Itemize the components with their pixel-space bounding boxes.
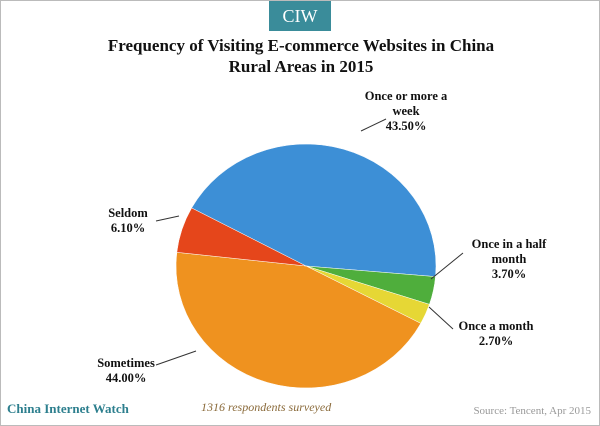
leader-line [360, 118, 387, 132]
value-label: 43.50% [385, 119, 427, 133]
value-label: 6.10% [110, 221, 146, 235]
value-label: 2.70% [478, 334, 514, 348]
data-label: Sometimes 44.00% [86, 356, 166, 386]
source: Source: Tencent, Apr 2015 [473, 405, 591, 417]
data-label: Seldom 6.10% [93, 206, 163, 236]
data-label: Once a month 2.70% [446, 319, 546, 349]
data-label: Once in a half month 3.70% [461, 237, 557, 282]
data-label: Once or more a week 43.50% [356, 89, 456, 134]
note: 1316 respondents surveyed [201, 400, 332, 414]
chart-title: Frequency of Visiting E-commerce Website… [107, 36, 495, 76]
category-label: Once in a half month [471, 237, 547, 266]
leader-line [428, 306, 454, 330]
leader-line [430, 252, 464, 280]
leader-line [155, 350, 197, 366]
value-label: 44.00% [105, 371, 147, 385]
leader-lines [155, 118, 464, 366]
category-label: Once or more a week [364, 89, 448, 118]
brand: China Internet Watch [7, 401, 129, 416]
badge: CIW [269, 1, 331, 31]
category-label: Once a month [458, 319, 534, 333]
pie-slice [176, 207, 307, 267]
leader-line [155, 215, 180, 222]
pie-slice [175, 252, 422, 389]
pie-slice [191, 143, 437, 277]
category-label: Sometimes [97, 356, 155, 370]
category-label: Seldom [108, 206, 148, 220]
value-label: 3.70% [491, 267, 527, 281]
